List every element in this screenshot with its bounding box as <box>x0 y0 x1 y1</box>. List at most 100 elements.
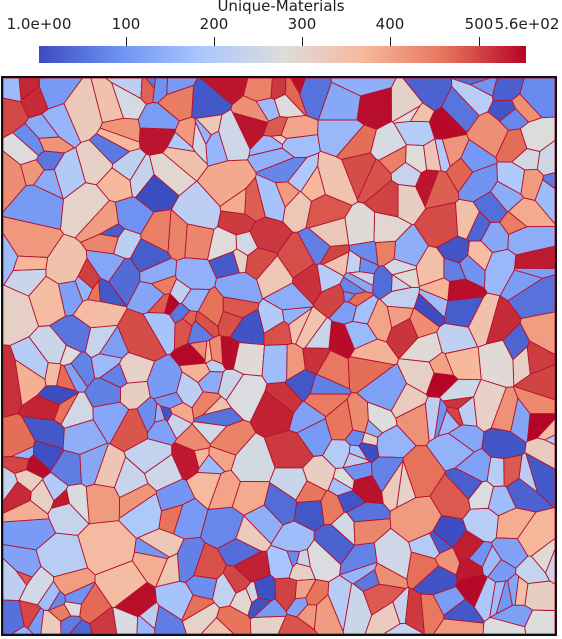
grain-cell <box>208 251 240 279</box>
grain-cell <box>396 358 435 395</box>
grain-cell <box>284 78 308 117</box>
grain-cell <box>15 570 33 586</box>
grain-cell <box>140 78 155 105</box>
grain-cell <box>507 274 555 319</box>
grain-cell <box>84 377 122 408</box>
grain-cell <box>402 445 446 499</box>
grain-cell <box>512 385 555 415</box>
colorbar-legend: Unique-Materials 1.0e+00 100 200 300 400… <box>0 0 562 70</box>
grain-cell <box>126 280 165 315</box>
colorbar-tick-mark <box>302 37 303 46</box>
grain-cell <box>348 271 375 286</box>
grain-cell <box>89 606 118 634</box>
grain-cell <box>129 238 173 273</box>
grain-cell <box>332 467 355 490</box>
grain-cell <box>9 336 49 380</box>
grain-cell <box>47 590 66 611</box>
grain-cell <box>244 176 266 222</box>
grain-cell <box>373 527 412 580</box>
grain-cell <box>3 455 30 474</box>
grain-cell <box>378 145 407 175</box>
grain-cell <box>406 551 439 590</box>
grain-cell <box>256 255 294 300</box>
grain-cell <box>17 395 60 421</box>
grain-cell <box>181 594 215 622</box>
grain-cell <box>281 306 314 326</box>
grain-cell <box>358 442 380 464</box>
grain-cell <box>270 134 288 145</box>
grain-cell <box>170 180 222 230</box>
grain-cell <box>69 619 93 634</box>
grain-cell <box>362 583 407 616</box>
grain-cell <box>242 78 273 102</box>
grain-cell <box>232 342 265 377</box>
grain-cell <box>308 217 350 247</box>
grain-cell <box>495 128 528 163</box>
grain-cell <box>231 481 271 516</box>
grain-cell <box>192 121 208 165</box>
grain-cell <box>347 356 396 394</box>
grain-cell <box>173 497 209 540</box>
grain-cell <box>507 225 555 256</box>
grain-cell <box>114 196 155 235</box>
grain-cell <box>356 158 392 204</box>
grain-cell <box>337 490 366 513</box>
grain-cell <box>255 156 308 183</box>
colorbar-tick-mark <box>214 37 215 46</box>
grain-cell <box>155 552 180 588</box>
colorbar-tick-label: 100 <box>111 15 141 33</box>
grain-cell <box>313 594 345 634</box>
grain-cell <box>3 599 25 634</box>
grain-cell <box>219 187 247 215</box>
grain-cell <box>117 308 168 362</box>
grain-cell <box>457 163 498 203</box>
grain-cell <box>302 347 331 375</box>
grain-cell <box>420 593 445 634</box>
grain-cell <box>418 288 449 318</box>
colorbar-tick-mark <box>126 37 127 46</box>
grain-cell <box>146 354 183 400</box>
render-viewport[interactable] <box>1 76 557 636</box>
grain-cell <box>507 197 555 228</box>
grain-cell <box>286 550 300 568</box>
grain-cell <box>218 108 251 162</box>
colorbar-tick-label: 200 <box>199 15 229 33</box>
grain-cell <box>209 419 257 456</box>
grain-cell <box>295 480 327 503</box>
grain-cell <box>524 580 555 611</box>
grain-cell <box>169 402 195 425</box>
grain-cell <box>222 296 260 319</box>
colorbar-tick-label: 500 <box>464 15 494 33</box>
grain-cell <box>118 483 157 519</box>
grain-cell <box>85 483 120 525</box>
grain-cell <box>451 78 494 116</box>
grain-cell <box>415 169 439 207</box>
grain-cell <box>3 78 22 103</box>
colorbar-tick-label: 1.0e+00 <box>6 15 72 33</box>
colorbar-tick-label: 400 <box>375 15 405 33</box>
grain-cell <box>169 302 191 324</box>
grain-cell <box>253 574 276 601</box>
grain-microstructure-render[interactable] <box>3 78 555 634</box>
grain-cell <box>436 235 470 264</box>
grain-cell <box>88 133 130 165</box>
grain-cell <box>200 617 235 634</box>
colorbar-tick-mark <box>479 37 480 46</box>
grain-cell <box>50 449 82 487</box>
grain-cell <box>486 456 505 487</box>
grain-cell <box>270 78 287 100</box>
grain-cell <box>284 368 317 402</box>
grain-cell <box>87 280 101 303</box>
grain-cell <box>3 518 57 551</box>
colorbar-tick-label: 5.6e+02 <box>494 15 560 33</box>
grain-cell <box>277 613 319 634</box>
colorbar-gradient <box>39 46 526 63</box>
grain-cell <box>235 515 272 552</box>
grain-cell <box>429 530 453 554</box>
grain-cell <box>542 172 555 190</box>
grain-cell <box>261 344 288 385</box>
grain-cell <box>343 290 356 303</box>
grain-cell <box>57 280 84 317</box>
grain-cell <box>487 559 517 583</box>
colorbar-title: Unique-Materials <box>217 0 345 15</box>
